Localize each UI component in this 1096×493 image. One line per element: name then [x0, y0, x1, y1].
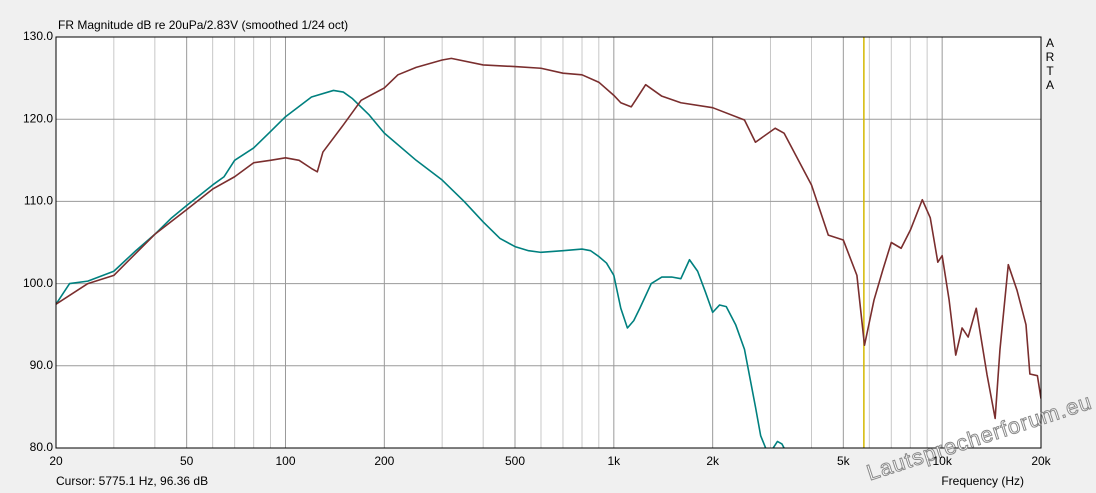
y-tick-label: 120.0 [23, 111, 53, 125]
y-tick-label: 130.0 [23, 29, 53, 43]
y-tick-label: 100.0 [23, 276, 53, 290]
response-curve [56, 57, 1041, 420]
x-tick-label: 5k [837, 454, 851, 468]
x-tick-label: 1k [607, 454, 621, 468]
y-tick-label: 110.0 [24, 194, 53, 208]
x-tick-label: 100 [275, 454, 295, 468]
y-tick-label: 90.0 [30, 358, 54, 372]
chart-title: FR Magnitude dB re 20uPa/2.83V (smoothed… [58, 18, 348, 32]
x-tick-label: 200 [374, 454, 394, 468]
y-tick-label: 80.0 [30, 440, 54, 454]
x-tick-label: 20 [49, 454, 63, 468]
x-tick-label: 10k [932, 454, 952, 468]
x-axis-label: Frequency (Hz) [941, 474, 1024, 488]
plot-area [56, 37, 1041, 448]
response-curve [56, 89, 785, 448]
plot-frame [55, 36, 1042, 449]
x-tick-label: 20k [1031, 454, 1051, 468]
x-tick-label: 50 [180, 454, 194, 468]
x-tick-label: 2k [706, 454, 720, 468]
x-tick-label: 500 [505, 454, 525, 468]
cursor-readout: Cursor: 5775.1 Hz, 96.36 dB [56, 474, 208, 488]
